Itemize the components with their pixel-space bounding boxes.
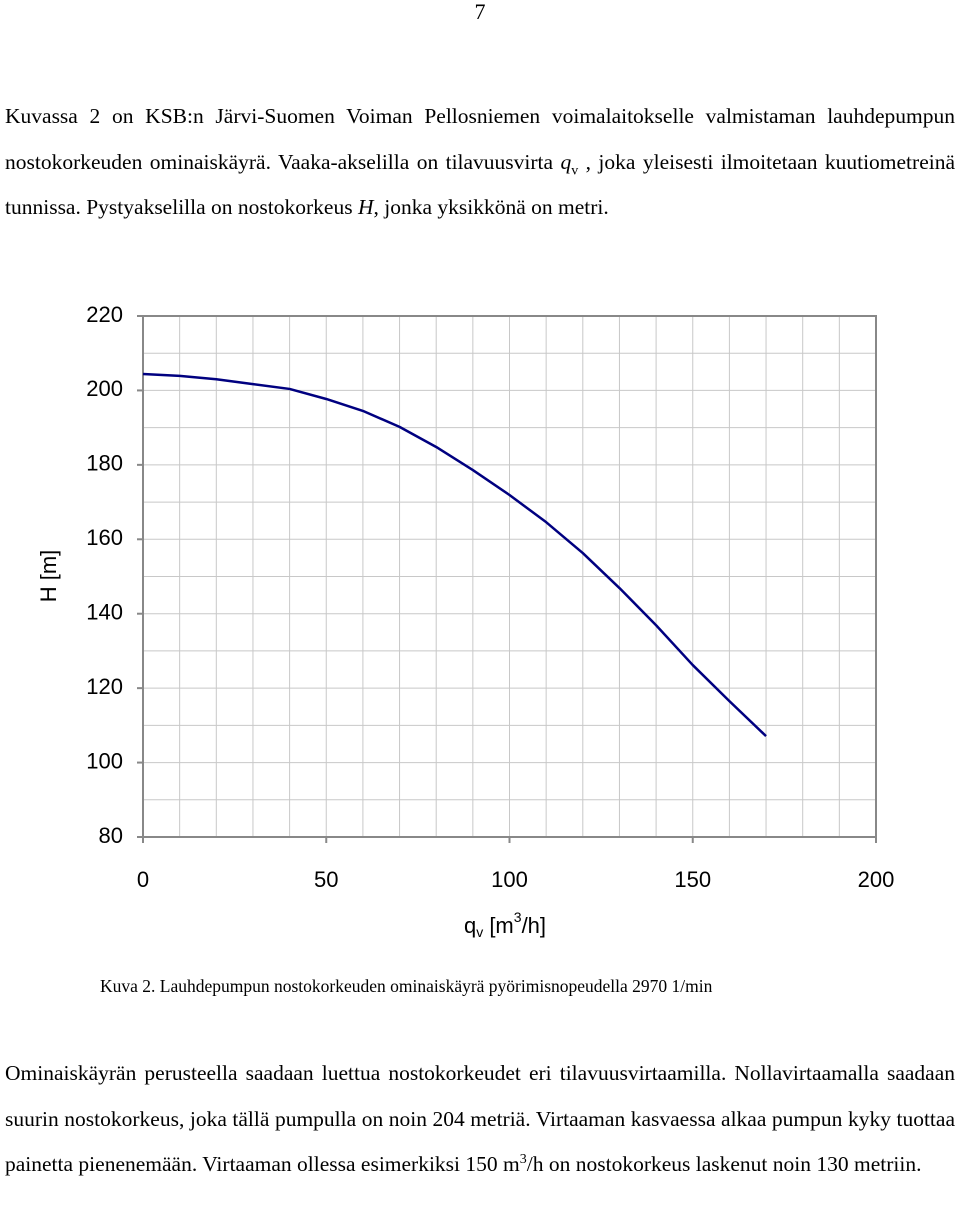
x-label-sub: v: [476, 924, 483, 940]
superscript: 3: [519, 1151, 527, 1167]
symbol: q: [560, 149, 572, 174]
paragraph: Kuvassa 2 on KSB:n Järvi-Suomen Voiman P…: [5, 94, 955, 231]
text: , jonka yksikkönä on metri.: [373, 195, 609, 219]
symbol: H: [357, 195, 374, 219]
x-tick-label: 0: [137, 867, 149, 892]
curve: [142, 372, 767, 738]
subscript: v: [571, 162, 579, 178]
y-tick-label: 100: [86, 748, 123, 773]
x-label-part: /h]: [522, 913, 546, 938]
x-tick-label: 150: [674, 867, 711, 892]
y-tick-label: 80: [99, 823, 123, 848]
text: Kuvassa 2 on KSB:n Järvi-Suomen Voiman P…: [5, 104, 955, 174]
paragraph: Ominaiskäyrän perusteella saadaan luettu…: [5, 1051, 955, 1188]
text: /h on nostokorkeus laskenut noin 130 met…: [526, 1152, 922, 1176]
text: Ominaiskäyrän perusteella saadaan luettu…: [5, 1061, 955, 1176]
y-axis-label: H [m]: [36, 550, 61, 603]
chart: H [m] qv [m3/h] 0 50 100 150 200 80 100 120 140 1…: [36, 302, 895, 940]
y-tick-label: 180: [86, 451, 123, 476]
x-tick-label: 100: [491, 867, 528, 892]
plot-frame: [142, 315, 877, 838]
x-tick-label: 50: [314, 867, 338, 892]
x-axis-label: qv [m3/h]: [464, 909, 546, 940]
x-label-part: q: [464, 913, 476, 938]
page-number: 7: [474, 0, 486, 24]
y-tick-label: 220: [86, 302, 123, 327]
caption: Kuva 2. Lauhdepumpun nostokorkeuden omin…: [100, 976, 713, 996]
x-label-part: [m: [483, 913, 514, 938]
text: , joka yleisesti ilmoitetaan kuutiometre…: [5, 149, 956, 220]
x-label-sup: 3: [514, 909, 522, 925]
y-tick-label: 200: [86, 376, 123, 401]
y-tick-label: 160: [86, 525, 123, 550]
x-tick-label: 200: [858, 867, 895, 892]
y-tick-label: 120: [86, 674, 123, 699]
y-tick-label: 140: [86, 600, 123, 625]
